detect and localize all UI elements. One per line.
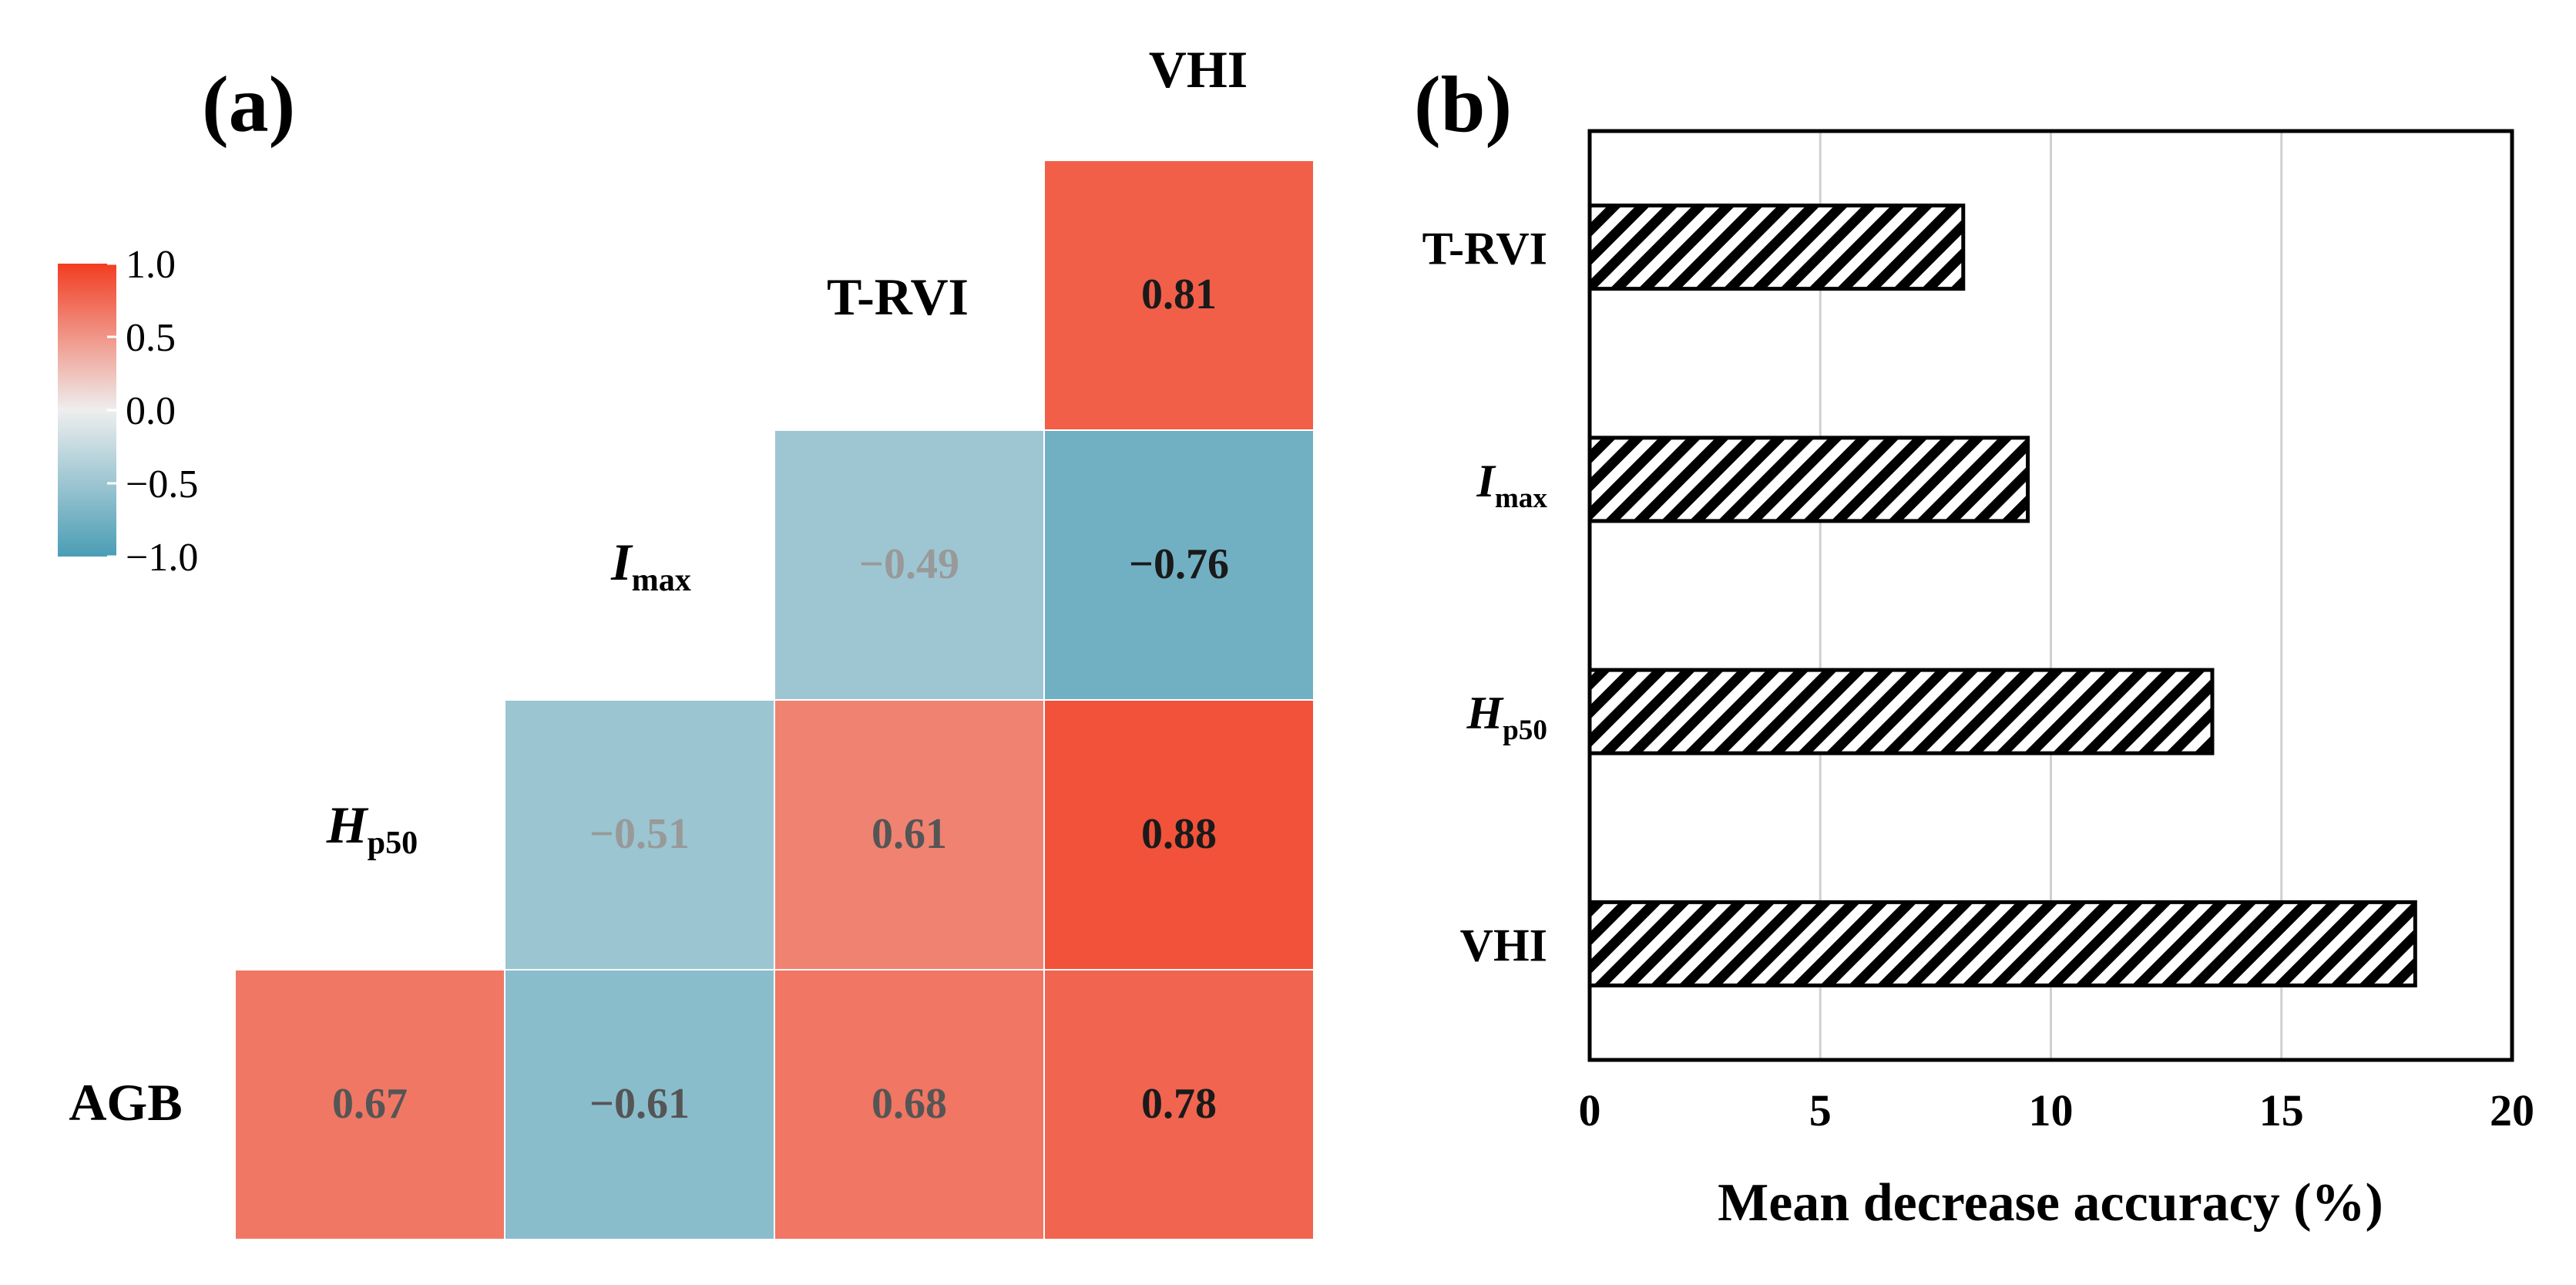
bar-chart-bars [1587,204,2417,987]
x-tick-label: 5 [1809,1085,1832,1135]
heatmap-cell [1043,969,1315,1240]
bar [1587,436,2030,523]
heatmap-cell-label: 0.61 [872,810,947,858]
bar [1587,900,2417,987]
heatmap-cell [504,969,775,1240]
colorbar-ticks: 1.0 0.5 0.0 −0.5 −1.0 [107,243,198,580]
bar [1587,668,2215,755]
heatmap-cell-label: −0.61 [589,1080,690,1128]
heatmap-variable-label-hp50: Hp50 [326,796,418,861]
heatmap-variable-label-imax: Imax [610,533,691,598]
panel-label-b: (b) [1414,60,1512,149]
y-tick-label: VHI [1460,920,1547,970]
heatmap-cell-label: 0.88 [1141,810,1217,858]
colorbar-tick-label: −1.0 [126,536,198,580]
bar-chart-x-ticks: 0 5 10 15 20 [1579,1085,2535,1135]
heatmap-cell [774,429,1045,701]
heatmap-cell [1043,699,1315,970]
heatmap-cell-label: 0.67 [332,1080,408,1128]
heatmap-cell-label: 0.78 [1141,1080,1217,1128]
colorbar: 1.0 0.5 0.0 −0.5 −1.0 [58,243,198,580]
x-axis-title: Mean decrease accuracy (%) [1718,1173,2383,1233]
colorbar-tick-label: 0.5 [126,316,176,360]
heatmap-variable-label-vhi: VHI [1149,40,1248,99]
heatmap-cell-label: 0.81 [1141,271,1217,318]
bar-chart-frame [1587,129,2514,1062]
heatmap-cell [1043,429,1315,701]
x-tick-label: 0 [1579,1085,1601,1135]
heatmap-cells: 0.81 −0.49 −0.76 −0.51 0.61 0.88 0.67 −0.61 0.68… [234,160,1315,1240]
colorbar-tick-label: −0.5 [126,463,198,506]
colorbar-gradient [58,264,116,557]
heatmap-cell [234,969,505,1240]
colorbar-tick-label: 0.0 [126,389,176,433]
variable-importance-panel: (b) T-RVI Imax Hp50 VHI 0 5 10 15 20 Mean decre… [1414,60,2534,1233]
heatmap-variable-labels: AGB Hp50 Imax T-RVI VHI [69,40,1248,1132]
heatmap-cell-label: −0.49 [859,540,959,588]
heatmap-variable-label-t-rvi: T-RVI [827,267,969,326]
heatmap-cell [1043,160,1315,431]
heatmap-cell-label: 0.68 [872,1080,947,1128]
y-tick-label: Imax [1476,456,1547,514]
correlation-heatmap-panel: (a) 0.81 −0.49 −0.76 −0.51 0.61 0.88 0.67 −0.61… [58,40,1315,1240]
x-tick-label: 15 [2259,1085,2304,1135]
x-tick-label: 20 [2490,1085,2534,1135]
panel-label-a: (a) [202,60,295,149]
colorbar-tick-label: 1.0 [126,243,176,287]
heatmap-cell [504,699,775,970]
heatmap-cell-label: −0.51 [589,810,690,858]
x-tick-label: 10 [2029,1085,2074,1135]
heatmap-cell [774,699,1045,970]
heatmap-cell [774,969,1045,1240]
y-tick-label: T-RVI [1422,224,1547,274]
heatmap-variable-label-agb: AGB [69,1073,182,1132]
bar-chart-y-ticks: T-RVI Imax Hp50 VHI [1422,224,1548,971]
heatmap-cell-label: −0.76 [1129,540,1229,588]
bar [1587,204,1966,291]
y-tick-label: Hp50 [1466,688,1547,746]
